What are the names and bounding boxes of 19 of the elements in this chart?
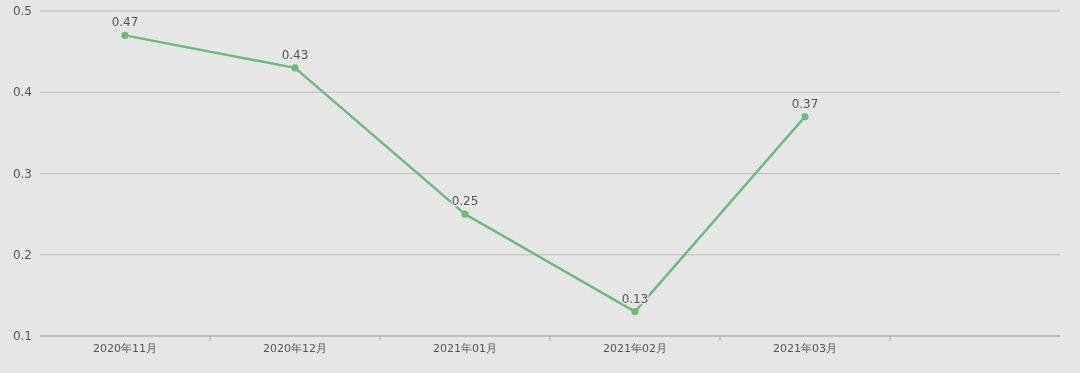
data-label: 0.25	[451, 194, 479, 209]
x-tick-label: 2021年02月	[603, 342, 667, 355]
x-tick-label: 2020年11月	[93, 342, 157, 355]
x-tick-label: 2021年03月	[773, 342, 837, 355]
point	[801, 113, 809, 121]
y-tick-label: 0.4	[12, 85, 32, 100]
y-tick-label: 0.1	[12, 329, 32, 344]
data-label: 0.47	[111, 15, 139, 30]
x-tick-label: 2020年12月	[263, 342, 327, 355]
x-tick-label: 2021年01月	[433, 342, 497, 355]
point	[121, 31, 129, 39]
y-tick-label: 0.3	[12, 166, 32, 181]
y-tick-label: 0.2	[12, 247, 32, 262]
y-tick-label: 0.5	[12, 4, 32, 19]
point	[631, 308, 639, 316]
point	[291, 64, 299, 72]
point	[461, 210, 469, 218]
data-label: 0.37	[791, 96, 819, 111]
data-label: 0.43	[281, 47, 309, 62]
